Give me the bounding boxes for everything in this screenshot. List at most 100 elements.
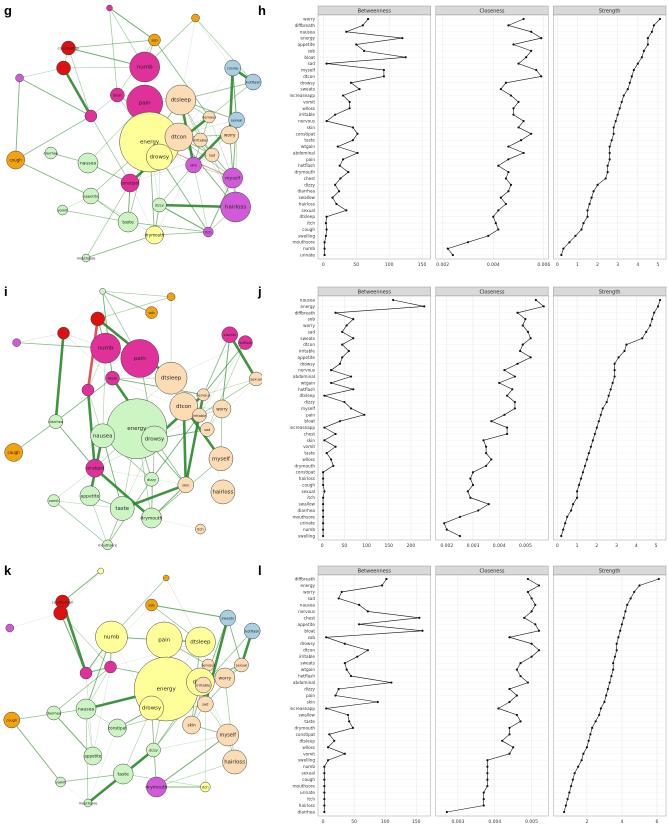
node-label: vomit (58, 209, 69, 213)
data-point (596, 183, 599, 186)
data-point (608, 151, 611, 155)
data-point (323, 439, 326, 442)
node-circle (185, 156, 202, 174)
node-circle (222, 749, 247, 775)
item-label: increaseapp (289, 706, 315, 711)
data-point (575, 490, 579, 493)
node-circle (202, 110, 216, 124)
network-node (84, 109, 98, 123)
data-point (356, 132, 359, 135)
node-circle (84, 109, 98, 123)
data-point (341, 343, 344, 346)
network-node (81, 383, 95, 397)
data-point (322, 496, 325, 499)
node-label: dizzy (147, 478, 156, 482)
item-label: drymouth (295, 463, 316, 468)
facet-strength: Strength 0 1 2 3 4 5 (553, 286, 667, 549)
data-point (348, 100, 351, 104)
data-point (613, 362, 616, 365)
data-point (534, 603, 537, 606)
network-edge (102, 290, 172, 298)
data-point (482, 804, 485, 807)
data-point (322, 534, 325, 538)
node-circle (146, 742, 161, 758)
data-point (345, 209, 348, 212)
data-point (605, 694, 608, 697)
data-point (507, 158, 510, 161)
item-label: hotflash (298, 674, 315, 679)
facet-title: Closeness (479, 290, 504, 296)
node-circle (81, 253, 91, 263)
data-point (519, 349, 522, 353)
data-point (329, 381, 333, 385)
data-point (471, 483, 475, 487)
network-node: diarrhea (44, 146, 58, 160)
data-point (640, 56, 643, 59)
node-label: sexual (236, 664, 247, 668)
node-circle (79, 666, 93, 680)
node-label: dtcon (171, 135, 187, 141)
item-label: dtsleep (300, 214, 316, 219)
network-node: skin (177, 476, 194, 494)
node-circle (6, 150, 25, 170)
network-edge (93, 467, 153, 519)
data-point (623, 349, 626, 353)
data-point (598, 713, 601, 717)
data-point (323, 810, 326, 814)
data-point (516, 311, 519, 314)
item-label: dtcon (303, 74, 315, 79)
facet-closeness: Closeness 0.003 0.004 0.005 (435, 565, 549, 825)
data-point (622, 616, 625, 619)
network-node: mouthsore (98, 539, 117, 551)
item-label: urinate (300, 521, 315, 526)
network-node: bloat (105, 370, 120, 386)
data-point (608, 158, 611, 161)
node-label: worry (216, 406, 228, 411)
network-edge (85, 234, 155, 259)
facet-strength: Strength 2 4 6 (553, 565, 667, 825)
node-label: nervous (202, 116, 216, 120)
data-point (334, 113, 337, 116)
tick-label: 4 (620, 819, 623, 825)
network-edge (207, 378, 257, 430)
data-point (562, 247, 565, 250)
item-label: nausea (300, 602, 316, 607)
data-point (585, 746, 588, 749)
node-circle (79, 485, 101, 507)
item-label: sad (308, 596, 316, 601)
data-point (658, 298, 662, 302)
data-point (620, 100, 623, 104)
network-edge (68, 39, 155, 49)
facet-panel (553, 14, 667, 260)
node-label: appetite (81, 493, 100, 499)
node-circle (141, 425, 168, 453)
facet-title: Closeness (479, 9, 504, 15)
data-point (577, 483, 581, 487)
network-node: hairloss (210, 479, 236, 505)
network-edge (158, 156, 209, 233)
data-point (332, 464, 335, 467)
node-label: skin (188, 723, 197, 728)
node-label: drymouth (145, 785, 167, 791)
node-circle (220, 191, 251, 223)
data-point (356, 655, 359, 658)
node-circle (53, 605, 68, 621)
network-node: appetite (83, 746, 103, 766)
data-point (613, 655, 617, 658)
facet-panel (435, 295, 549, 541)
data-point (323, 490, 326, 493)
data-point (603, 700, 606, 704)
network-node (90, 311, 106, 327)
data-point (347, 349, 350, 353)
node-circle (46, 705, 62, 721)
network-node: irritable (192, 408, 207, 423)
data-point (325, 215, 328, 218)
facet-panel (435, 14, 549, 260)
tick-label: 0.003 (451, 819, 464, 825)
node-circle (212, 399, 232, 419)
data-point (336, 145, 339, 148)
network-edge (178, 67, 233, 138)
data-point (513, 407, 517, 410)
item-label: nervous (298, 609, 315, 614)
data-point (340, 590, 343, 594)
